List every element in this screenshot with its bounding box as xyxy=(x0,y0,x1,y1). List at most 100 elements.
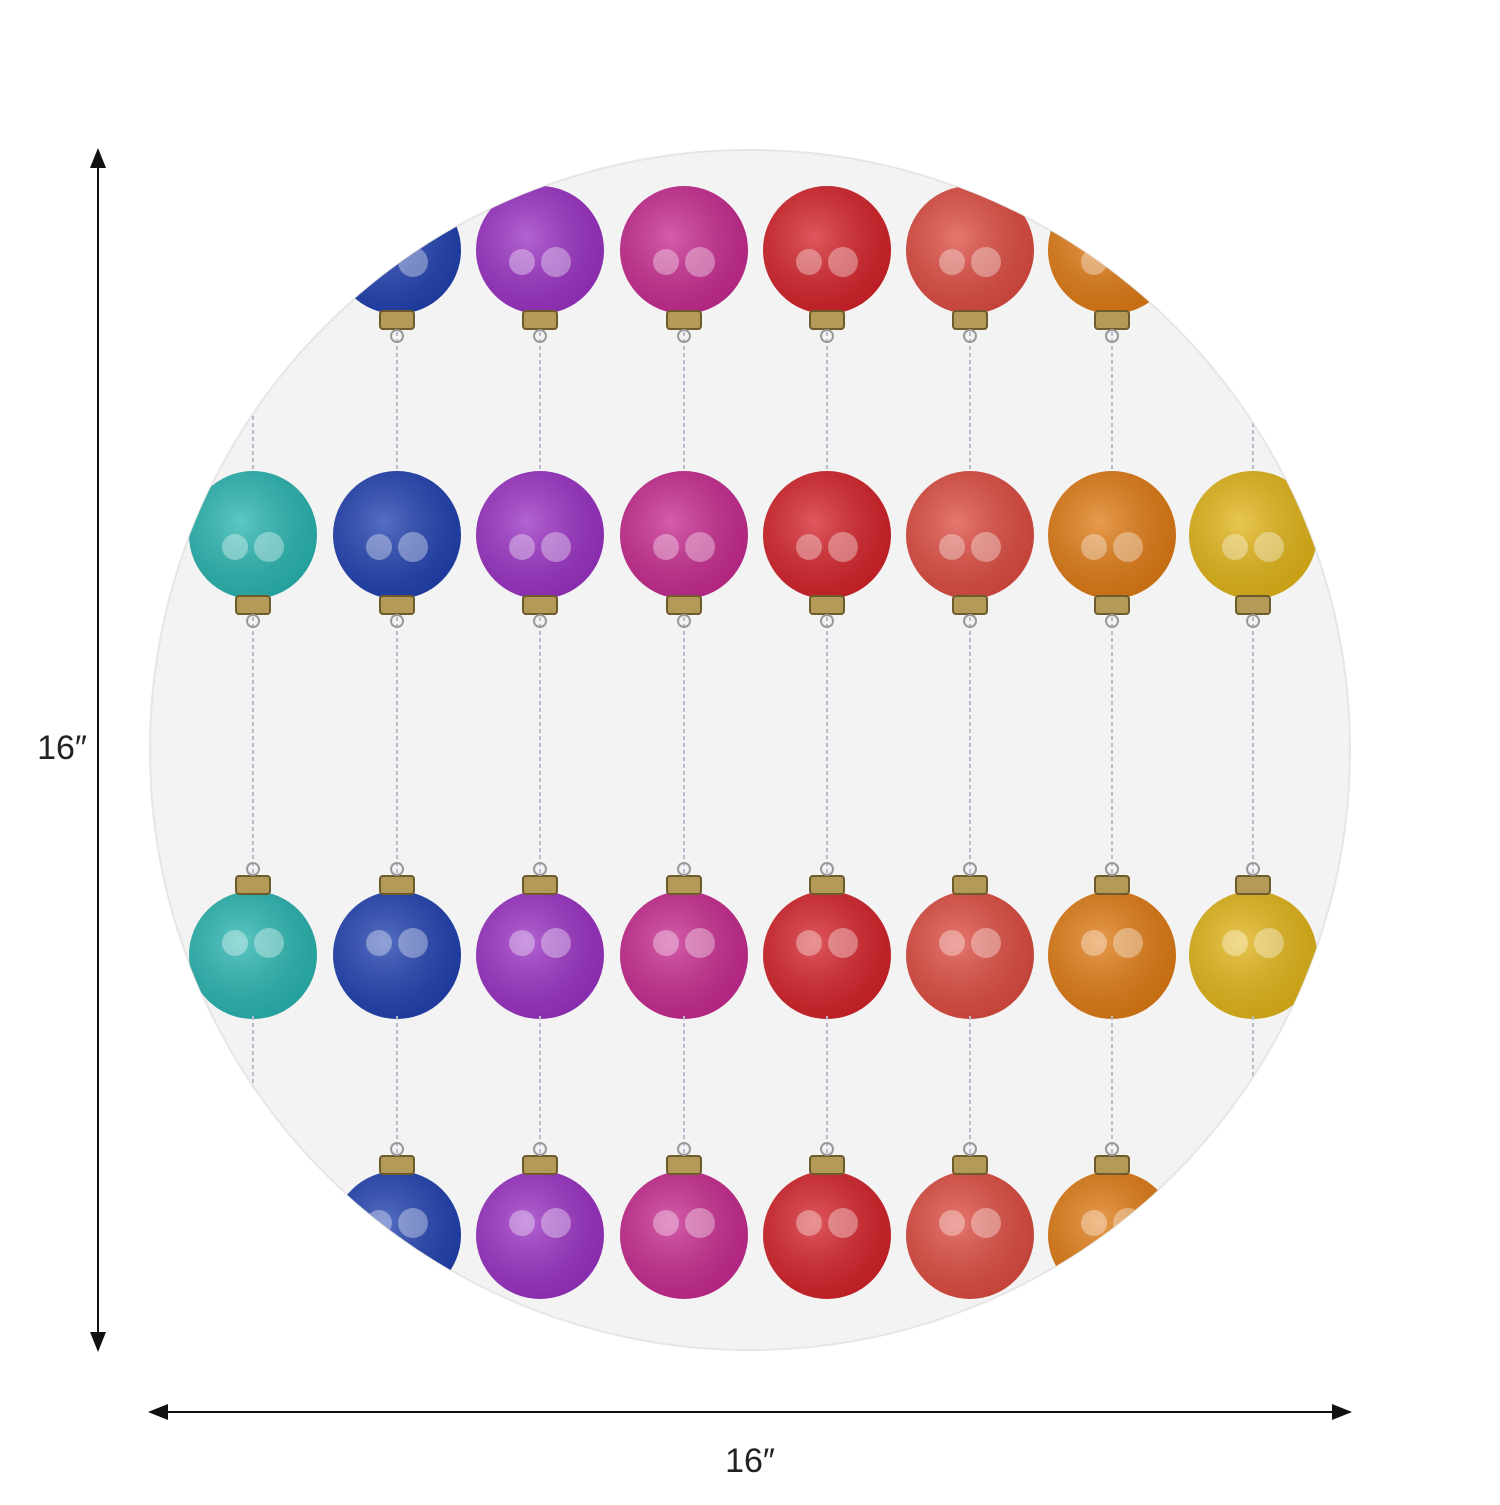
ornament-cap xyxy=(666,595,702,615)
ornament-cap xyxy=(952,595,988,615)
ornament-loop xyxy=(1246,614,1260,628)
highlight xyxy=(541,532,571,562)
ornament-loop xyxy=(390,862,404,876)
ornament-loop xyxy=(963,329,977,343)
highlight xyxy=(653,534,679,560)
highlight xyxy=(1113,1208,1143,1238)
ornament-loop xyxy=(1105,614,1119,628)
highlight xyxy=(971,928,1001,958)
ornament-loop xyxy=(963,1142,977,1156)
ornament-cap xyxy=(1094,875,1130,895)
ornament-cap xyxy=(235,310,271,330)
highlight xyxy=(796,534,822,560)
ornament-shine xyxy=(189,186,317,314)
highlight xyxy=(222,1210,248,1236)
highlight xyxy=(509,534,535,560)
highlight xyxy=(254,1208,284,1238)
ornament-loop xyxy=(963,862,977,876)
highlight xyxy=(366,1210,392,1236)
ornament-cap xyxy=(235,595,271,615)
highlight xyxy=(796,930,822,956)
ornament-cap xyxy=(235,875,271,895)
highlight xyxy=(254,247,284,277)
ornament-cap xyxy=(379,1155,415,1175)
ornament-cap xyxy=(522,595,558,615)
ornament-shine xyxy=(620,1171,748,1299)
ornament-cap xyxy=(666,875,702,895)
highlight xyxy=(1081,1210,1107,1236)
highlight xyxy=(398,928,428,958)
highlight xyxy=(939,249,965,275)
ornament-shine xyxy=(189,471,317,599)
ornament-cap xyxy=(666,1155,702,1175)
ornament-shine xyxy=(476,471,604,599)
ornament-loop xyxy=(1246,1142,1260,1156)
highlight xyxy=(653,930,679,956)
ornament-shine xyxy=(906,1171,1034,1299)
ornament-loop xyxy=(820,329,834,343)
ornament-shine xyxy=(333,471,461,599)
ornament-shine xyxy=(620,186,748,314)
highlight xyxy=(398,532,428,562)
highlight xyxy=(1254,247,1284,277)
highlight xyxy=(971,1208,1001,1238)
ornament-shine xyxy=(763,471,891,599)
ornament-loop xyxy=(820,862,834,876)
highlight xyxy=(1222,249,1248,275)
ornament-shine xyxy=(189,1171,317,1299)
ornament-loop xyxy=(1246,862,1260,876)
ornament-loop xyxy=(1105,1142,1119,1156)
ornament-loop xyxy=(533,862,547,876)
highlight xyxy=(509,249,535,275)
ornament-loop xyxy=(390,1142,404,1156)
ornament-cap xyxy=(1235,1155,1271,1175)
highlight xyxy=(1113,247,1143,277)
highlight xyxy=(1113,532,1143,562)
ornament-shine xyxy=(763,186,891,314)
height-label: 16″ xyxy=(37,729,87,767)
ornament-cap xyxy=(522,875,558,895)
highlight xyxy=(222,534,248,560)
ornament-shine xyxy=(476,1171,604,1299)
highlight xyxy=(254,928,284,958)
ornament-loop xyxy=(246,329,260,343)
ornament-shine xyxy=(1189,891,1317,1019)
ornament-loop xyxy=(1246,329,1260,343)
ornament-cap xyxy=(809,1155,845,1175)
ornament-shine xyxy=(476,186,604,314)
ornament-shine xyxy=(763,891,891,1019)
ornament-shine xyxy=(906,891,1034,1019)
ornament-loop xyxy=(820,614,834,628)
highlight xyxy=(939,930,965,956)
highlight xyxy=(796,1210,822,1236)
highlight xyxy=(509,930,535,956)
highlight xyxy=(971,247,1001,277)
ornament-shine xyxy=(476,891,604,1019)
highlight xyxy=(1254,532,1284,562)
highlight xyxy=(796,249,822,275)
ornament-loop xyxy=(1105,329,1119,343)
highlight xyxy=(828,928,858,958)
ornament-shine xyxy=(620,471,748,599)
ornament-cap xyxy=(235,1155,271,1175)
ornament-shine xyxy=(1048,1171,1176,1299)
ornament-loop xyxy=(677,329,691,343)
highlight xyxy=(366,930,392,956)
highlight xyxy=(653,249,679,275)
highlight xyxy=(685,1208,715,1238)
highlight xyxy=(398,247,428,277)
ornament-loop xyxy=(963,614,977,628)
highlight xyxy=(685,247,715,277)
ornament-cap xyxy=(809,310,845,330)
ornament-cap xyxy=(952,875,988,895)
ornament-shine xyxy=(333,186,461,314)
ornament-loop xyxy=(533,329,547,343)
highlight xyxy=(685,532,715,562)
highlight xyxy=(398,1208,428,1238)
ornament-loop xyxy=(820,1142,834,1156)
ornament-shine xyxy=(333,891,461,1019)
placemat xyxy=(149,149,1351,1351)
highlight xyxy=(685,928,715,958)
ornament-cap xyxy=(1094,310,1130,330)
highlight xyxy=(939,534,965,560)
